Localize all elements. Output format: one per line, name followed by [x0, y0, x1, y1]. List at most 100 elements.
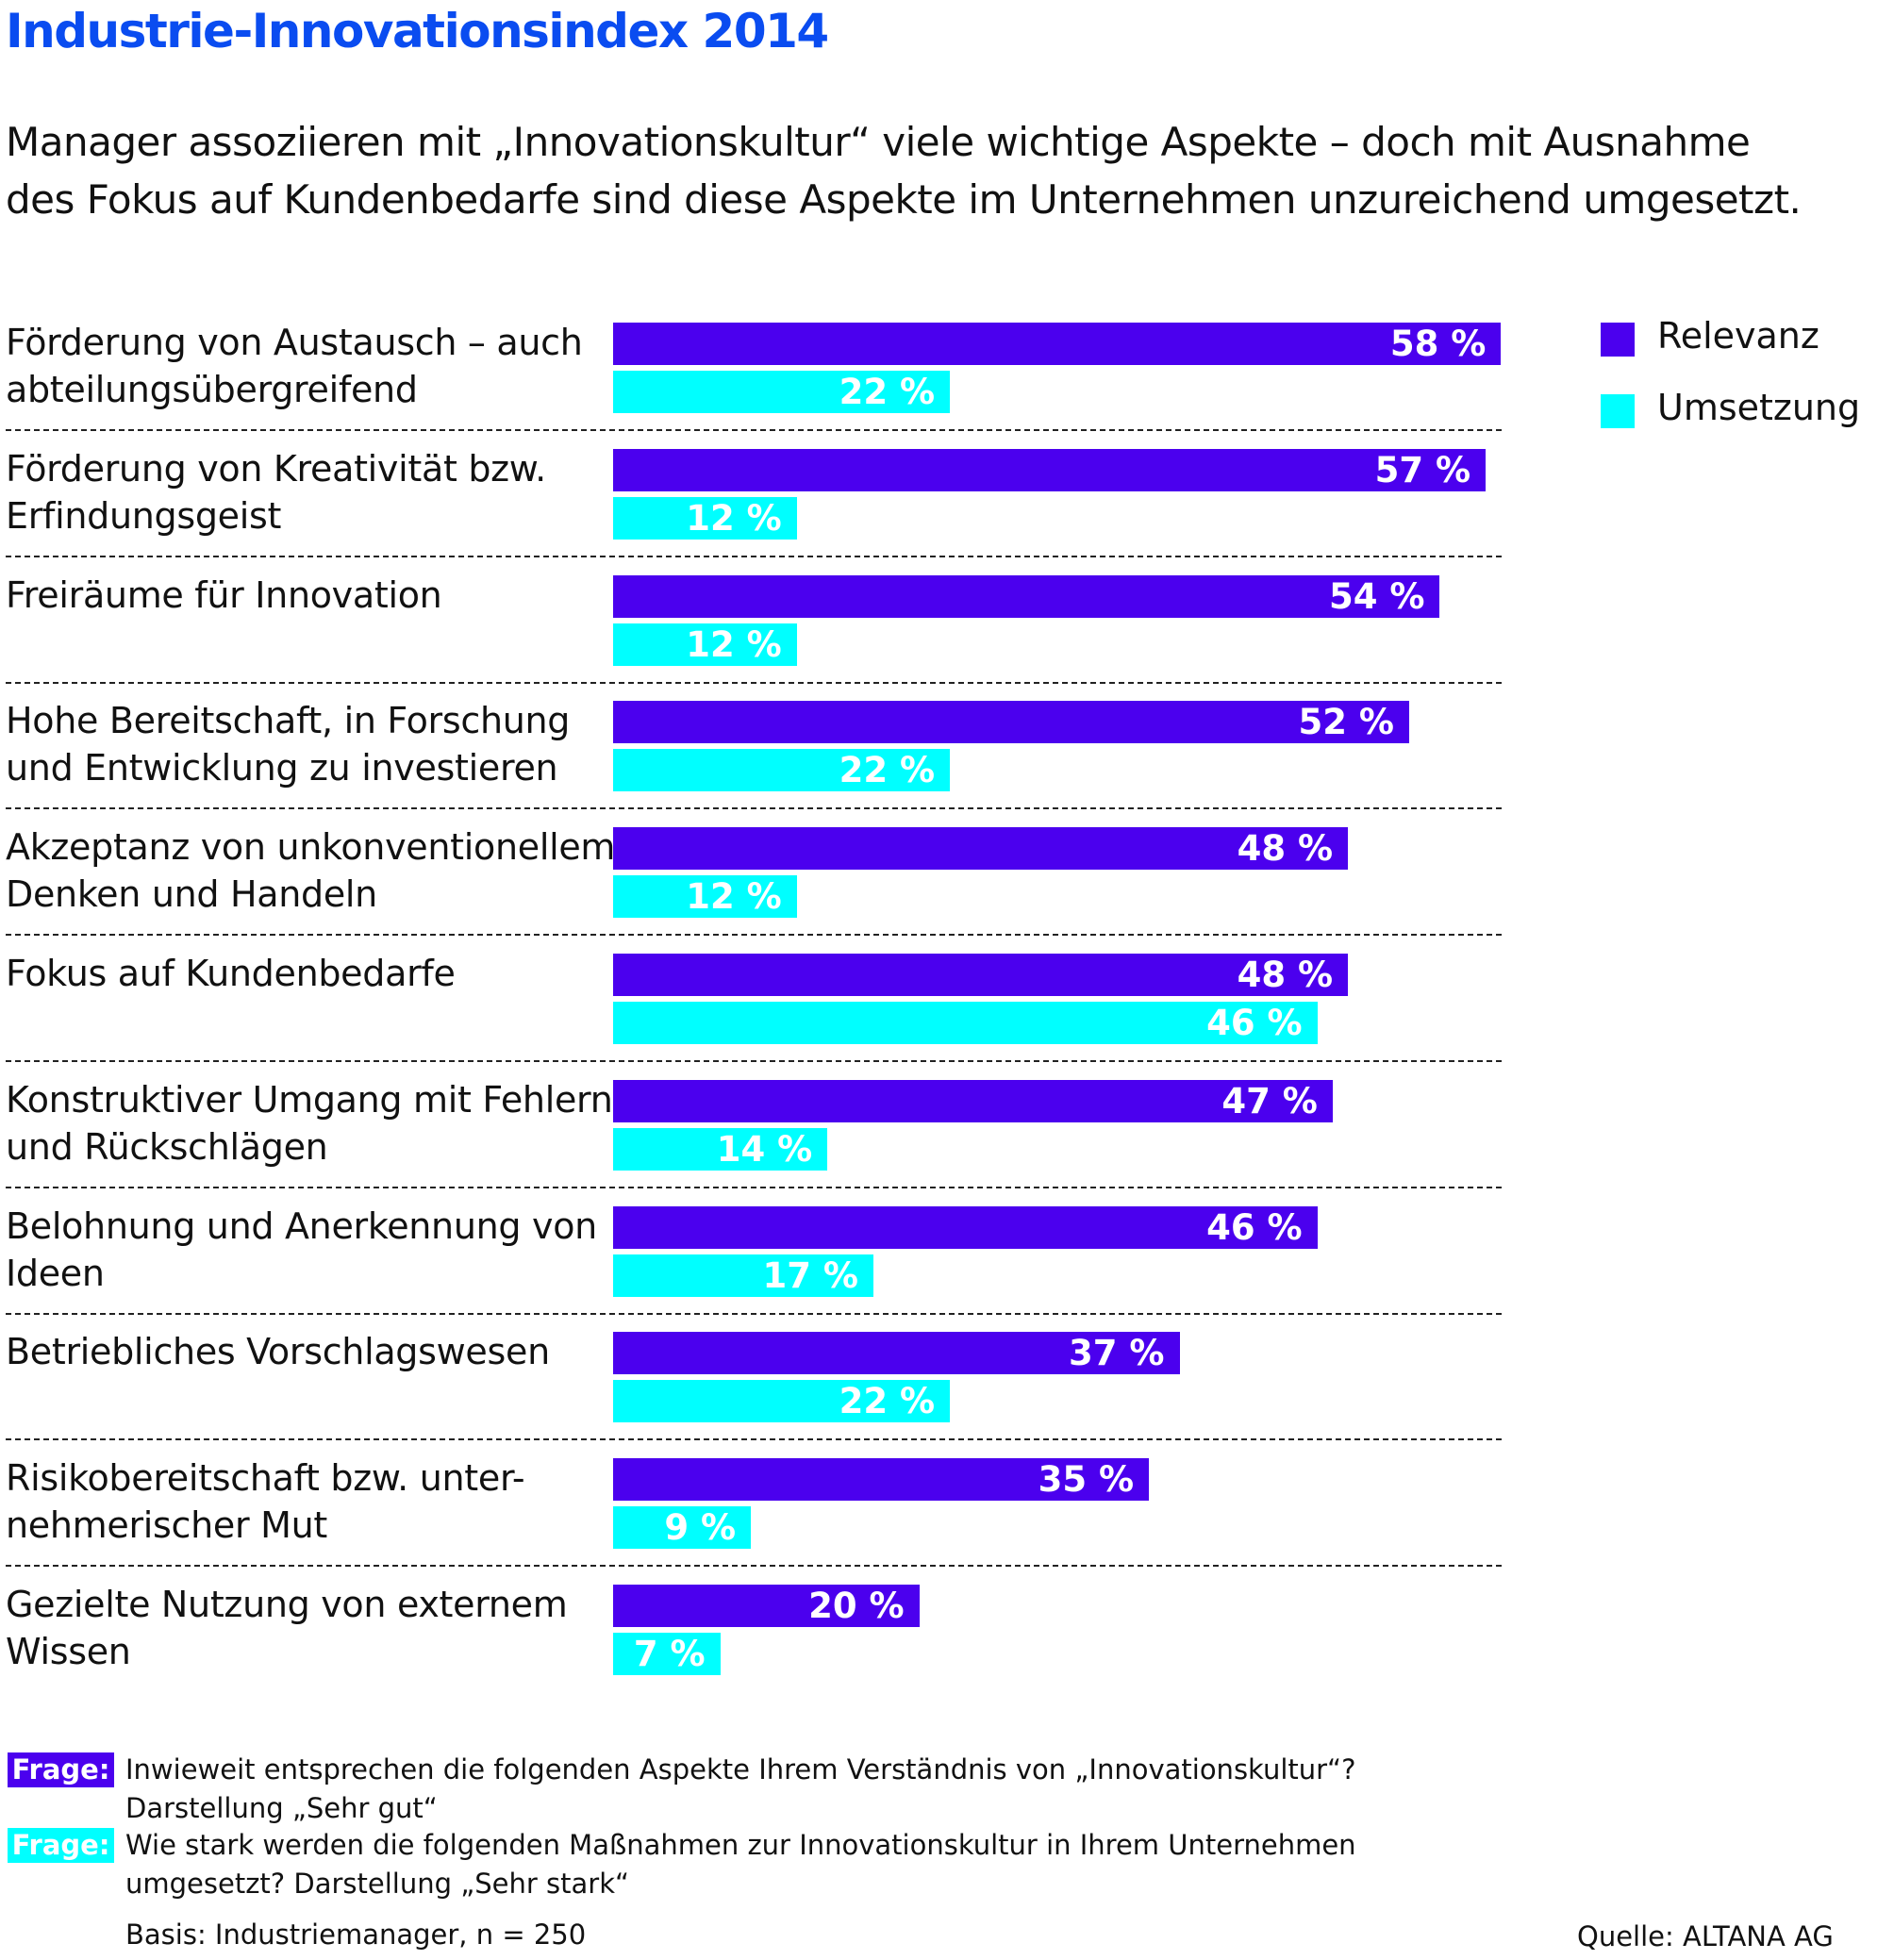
category-label: Risikobereitschaft bzw. unter-nehmerisch… [6, 1454, 525, 1549]
category-label-line: Gezielte Nutzung von externem [6, 1584, 568, 1625]
bar-relevanz: 35 % [613, 1458, 1150, 1502]
data-label: 22 % [839, 372, 936, 412]
data-label: 12 % [686, 497, 782, 539]
category-label-line: abteilungsübergreifend [6, 369, 418, 410]
category-label-line: Belohnung und Anerkennung von [6, 1204, 597, 1247]
category-label-line: Ideen [6, 1252, 105, 1294]
data-label: 9 % [664, 1507, 737, 1549]
bar-relevanz: 47 % [613, 1079, 1333, 1122]
row-separator [6, 1565, 1502, 1568]
data-label: 37 % [1069, 1333, 1165, 1374]
category-label: Konstruktiver Umgang mit Fehlern und Rück… [6, 1076, 613, 1171]
category-label: Förderung von Kreativität bzw. Erfindungs… [6, 445, 546, 540]
data-label: 46 % [1206, 1206, 1303, 1248]
data-label: 17 % [762, 1254, 858, 1296]
row-separator [6, 681, 1502, 684]
bar-chart: Förderung von Austausch – auch abteilungs… [6, 319, 1502, 1675]
row-separator [6, 1438, 1502, 1441]
bar-umsetzung: 22 % [613, 1380, 951, 1423]
bar-umsetzung: 46 % [613, 1002, 1318, 1044]
question-1-line-1: Inwieweit entsprechen die folgenden Aspe… [125, 1753, 1356, 1786]
bar-relevanz: 52 % [613, 701, 1409, 744]
row-separator [6, 1186, 1502, 1188]
data-label: 12 % [686, 876, 782, 918]
category-label: Freiräume für Innovation [6, 572, 442, 619]
category-label-line: Wissen [6, 1631, 131, 1672]
bar-umsetzung: 9 % [613, 1506, 752, 1550]
category-label-line: Förderung von Kreativität bzw. [6, 447, 546, 490]
category-label: Förderung von Austausch – auch abteilungs… [6, 319, 583, 413]
subtitle-line-2: des Fokus auf Kundenbedarfe sind diese A… [6, 176, 1802, 223]
source-note: Quelle: ALTANA AG [1577, 1920, 1834, 1952]
category-label: Belohnung und Anerkennung von Ideen [6, 1203, 597, 1297]
data-label: 47 % [1221, 1080, 1318, 1121]
category-label: Fokus auf Kundenbedarfe [6, 950, 456, 997]
question-badge-umsetzung: Frage: [8, 1828, 114, 1863]
category-label-line: Freiräume für Innovation [6, 573, 442, 616]
data-label: 48 % [1237, 955, 1334, 995]
data-label: 35 % [1038, 1459, 1135, 1501]
data-label: 52 % [1298, 702, 1394, 743]
data-label: 57 % [1374, 449, 1471, 490]
legend-label-relevanz: Relevanz [1657, 315, 1819, 357]
category-label: Hohe Bereitschaft, in Forschung und Entwi… [6, 697, 570, 791]
bar-umsetzung: 12 % [613, 623, 797, 666]
row-separator [6, 807, 1502, 810]
category-label-line: Erfindungsgeist [6, 494, 282, 537]
bar-umsetzung: 12 % [613, 875, 797, 919]
bar-umsetzung: 7 % [613, 1633, 721, 1675]
question-badge-relevanz: Frage: [8, 1752, 114, 1787]
bar-relevanz: 48 % [613, 827, 1349, 871]
question-1-line-2: Darstellung „Sehr gut“ [125, 1792, 438, 1824]
bar-relevanz: 57 % [613, 448, 1487, 491]
category-label-line: Risikobereitschaft bzw. unter- [6, 1457, 525, 1500]
bar-relevanz: 48 % [613, 954, 1349, 996]
row-separator [6, 555, 1502, 557]
legend-swatch-umsetzung [1601, 394, 1635, 428]
row-separator [6, 429, 1502, 431]
data-label: 12 % [686, 623, 782, 665]
legend-label-umsetzung: Umsetzung [1657, 387, 1861, 428]
category-label-line: Denken und Handeln [6, 873, 377, 916]
category-label: Akzeptanz von unkonventionellem Denken un… [6, 823, 615, 918]
bar-umsetzung: 12 % [613, 496, 797, 540]
bar-umsetzung: 22 % [613, 749, 951, 792]
data-label: 7 % [633, 1634, 706, 1674]
category-label-line: Akzeptanz von unkonventionellem [6, 826, 616, 869]
category-label-line: Betriebliches Vorschlagswesen [6, 1331, 550, 1373]
legend-swatch-relevanz [1601, 323, 1635, 357]
bar-relevanz: 54 % [613, 574, 1440, 618]
category-label-line: Förderung von Austausch – auch [6, 322, 583, 363]
bar-relevanz: 20 % [613, 1585, 920, 1627]
data-label: 22 % [839, 750, 936, 791]
data-label: 22 % [839, 1381, 936, 1422]
data-label: 46 % [1206, 1003, 1303, 1043]
data-label: 58 % [1389, 324, 1487, 364]
category-label-line: nehmerischer Mut [6, 1504, 327, 1547]
category-label-line: Hohe Bereitschaft, in Forschung [6, 700, 571, 742]
data-label: 54 % [1328, 575, 1425, 617]
category-label: Betriebliches Vorschlagswesen [6, 1328, 550, 1375]
bar-umsetzung: 14 % [613, 1127, 828, 1171]
category-label-line: Fokus auf Kundenbedarfe [6, 953, 456, 994]
data-label: 20 % [808, 1586, 905, 1626]
category-label-line: und Rückschlägen [6, 1125, 328, 1168]
data-label: 48 % [1237, 828, 1334, 870]
row-separator [6, 934, 1502, 937]
subtitle-line-1: Manager assoziieren mit „Innovationskult… [6, 119, 1751, 165]
bar-relevanz: 37 % [613, 1332, 1180, 1375]
bar-relevanz: 58 % [613, 323, 1502, 365]
chart-title: Industrie-Innovationsindex 2014 [6, 4, 829, 58]
row-separator [6, 1060, 1502, 1062]
question-2-line-1: Wie stark werden die folgenden Maßnahmen… [125, 1829, 1356, 1861]
category-label: Gezielte Nutzung von externem Wissen [6, 1581, 568, 1675]
category-label-line: Konstruktiver Umgang mit Fehlern [6, 1078, 613, 1121]
row-separator [6, 1312, 1502, 1315]
question-2-line-2: umgesetzt? Darstellung „Sehr stark“ [125, 1868, 630, 1900]
basis-note: Basis: Industriemanager, n = 250 [125, 1918, 587, 1951]
bar-umsetzung: 22 % [613, 371, 951, 413]
data-label: 14 % [716, 1128, 813, 1170]
category-label-line: und Entwicklung zu investieren [6, 747, 558, 789]
bar-relevanz: 46 % [613, 1205, 1318, 1249]
bar-umsetzung: 17 % [613, 1254, 873, 1297]
